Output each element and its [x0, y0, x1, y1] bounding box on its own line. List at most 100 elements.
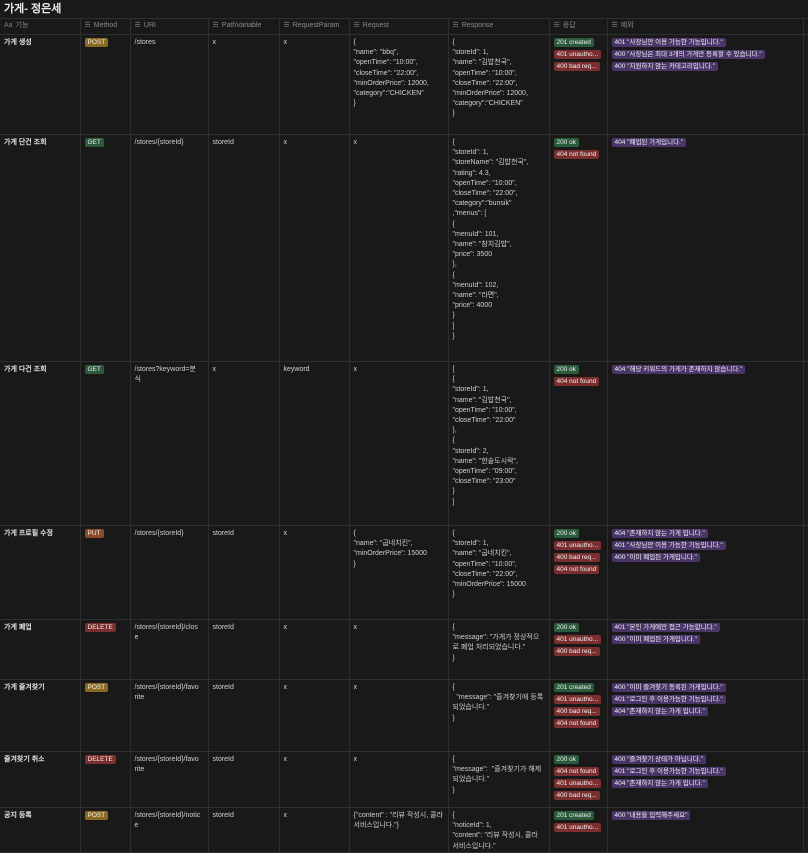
method-cell[interactable]: GET — [80, 135, 130, 362]
method-cell[interactable]: DELETE — [80, 752, 130, 808]
method-cell[interactable]: GET — [80, 362, 130, 526]
path-variable-cell[interactable]: storeId — [208, 808, 279, 853]
status-cell[interactable]: 201 created 401 unautho... — [549, 808, 607, 853]
uri-cell[interactable]: /stores?keyword=분 식 — [130, 362, 208, 526]
status-tag: 200 ok — [554, 138, 580, 147]
method-cell[interactable]: PUT — [80, 526, 130, 620]
uri-cell[interactable]: /stores/{storeId} — [130, 135, 208, 362]
uri-cell[interactable]: /stores — [130, 35, 208, 135]
uri-cell[interactable]: /stores/{storeId}/favo rite — [130, 680, 208, 752]
path-variable-cell[interactable]: storeId — [208, 680, 279, 752]
request-cell[interactable]: {"content" : "리뷰 작성시, 콜라 서비스입니다."} — [349, 808, 448, 853]
column-header[interactable]: ☰ URI — [130, 19, 208, 35]
feature-name-cell[interactable]: 가게 프로필 수정 — [0, 526, 80, 620]
exception-cell[interactable]: 404 "폐업된 가게입니다." — [607, 135, 803, 362]
path-variable-cell[interactable]: storeId — [208, 526, 279, 620]
status-cell[interactable]: 200 ok 404 not found 401 unautho... 400 bad… — [549, 752, 607, 808]
request-cell[interactable]: x — [349, 362, 448, 526]
method-tag: GET — [85, 138, 104, 147]
feature-name-cell[interactable]: 가게 단건 조회 — [0, 135, 80, 362]
exception-cell[interactable]: 400 "이미 즐겨찾기 등록된 가게입니다." 401 "로그인 후 이용가능한… — [607, 680, 803, 752]
response-cell[interactable]: { "message": "가게가 정상적으 로 폐업 처리되었습니다." } — [448, 620, 549, 680]
path-variable-cell[interactable]: storeId — [208, 752, 279, 808]
request-param-cell[interactable]: keyword — [279, 362, 349, 526]
column-header[interactable]: ☰ 예외 — [607, 19, 803, 35]
exception-cell[interactable]: 400 "내용을 입력해주세요" — [607, 808, 803, 853]
feature-name-cell[interactable]: 가게 다건 조회 — [0, 362, 80, 526]
response-cell[interactable]: { "noticeId": 1, "content": "리뷰 작성시, 콜라 … — [448, 808, 549, 853]
status-tag: 200 ok — [554, 365, 580, 374]
extra-cell — [803, 35, 808, 135]
response-cell[interactable]: { "message": "즐겨찾기에 등록 되었습니다." } — [448, 680, 549, 752]
table-row[interactable]: 가게 즐겨찾기 POST/stores/{storeId}/favo rite st… — [0, 680, 808, 752]
status-cell[interactable]: 200 ok 401 unautho... 400 bad req... — [549, 620, 607, 680]
method-cell[interactable]: DELETE — [80, 620, 130, 680]
request-cell[interactable]: { "name": "bbq", "openTime": "10:00", "c… — [349, 35, 448, 135]
table-row[interactable]: 가게 생성 POST/stores x x{ "name": "bbq", "open… — [0, 35, 808, 135]
response-cell[interactable]: { "storeId": 1, "name": "굽네치킨", "openTim… — [448, 526, 549, 620]
column-header[interactable]: ☰ RequestParam — [279, 19, 349, 35]
request-param-cell[interactable]: x — [279, 680, 349, 752]
path-variable-cell[interactable]: storeId — [208, 135, 279, 362]
column-type-icon: ☰ — [85, 22, 91, 29]
path-variable-cell[interactable]: x — [208, 362, 279, 526]
request-param-cell[interactable]: x — [279, 35, 349, 135]
request-param-cell[interactable]: x — [279, 526, 349, 620]
feature-name-cell[interactable]: 가게 즐겨찾기 — [0, 680, 80, 752]
uri-cell[interactable]: /stores/{storeId} — [130, 526, 208, 620]
column-type-icon: Aa — [4, 22, 13, 29]
exception-cell[interactable]: 401 "사장님만 이용 가능한 기능입니다." 400 "사장님은 최대 3개의… — [607, 35, 803, 135]
request-param-cell[interactable]: x — [279, 752, 349, 808]
response-cell[interactable]: [ { "storeId": 1, "name": "김밥천국", "openT… — [448, 362, 549, 526]
request-cell[interactable]: x — [349, 135, 448, 362]
column-header[interactable]: ☰ Method — [80, 19, 130, 35]
exception-cell[interactable]: 404 "해당 키워드의 가게가 존재하지 않습니다." — [607, 362, 803, 526]
exception-tag: 404 "존재하지 않는 가게 입니다." — [612, 707, 708, 716]
uri-cell[interactable]: /stores/{storeId}/clos e — [130, 620, 208, 680]
table-row[interactable]: 공지 등록 POST/stores/{storeId}/notic e storeI… — [0, 808, 808, 853]
request-param-cell[interactable]: x — [279, 808, 349, 853]
path-variable-cell[interactable]: x — [208, 35, 279, 135]
request-cell[interactable]: x — [349, 620, 448, 680]
status-tag: 201 created — [554, 683, 594, 692]
table-row[interactable]: 가게 폐업 DELETE/stores/{storeId}/clos e store… — [0, 620, 808, 680]
uri-cell[interactable]: /stores/{storeId}/favo rite — [130, 752, 208, 808]
exception-cell[interactable]: 401 "본인 가게에만 접근 가능합니다." 400 "이미 폐업된 가게입니다… — [607, 620, 803, 680]
method-cell[interactable]: POST — [80, 35, 130, 135]
status-cell[interactable]: 200 ok 404 not found — [549, 362, 607, 526]
uri-cell[interactable]: /stores/{storeId}/notic e — [130, 808, 208, 853]
column-header[interactable]: ☰ 응답 — [549, 19, 607, 35]
request-param-cell[interactable]: x — [279, 135, 349, 362]
column-header[interactable]: ☰ Request — [349, 19, 448, 35]
path-variable-cell[interactable]: storeId — [208, 620, 279, 680]
response-cell[interactable]: { "storeId": 1, "name": "김밥천국", "openTim… — [448, 35, 549, 135]
feature-name-cell[interactable]: 즐겨찾기 취소 — [0, 752, 80, 808]
feature-name-cell[interactable]: 공지 등록 — [0, 808, 80, 853]
table-row[interactable]: 가게 프로필 수정 PUT/stores/{storeId} storeId x{ "… — [0, 526, 808, 620]
table-row[interactable]: 가게 다건 조회 GET/stores?keyword=분 식 x keyword x[… — [0, 362, 808, 526]
status-cell[interactable]: 201 created 401 unautho... 400 bad req... 4… — [549, 680, 607, 752]
exception-tag: 404 "폐업된 가게입니다." — [612, 138, 687, 147]
column-header[interactable]: Aa 기능 — [0, 19, 80, 35]
request-cell[interactable]: x — [349, 752, 448, 808]
method-tag: DELETE — [85, 755, 116, 764]
exception-cell[interactable]: 400 "즐겨찾기 상태가 아닙니다." 401 "로그인 후 이용가능한 기능입… — [607, 752, 803, 808]
table-row[interactable]: 즐겨찾기 취소 DELETE/stores/{storeId}/favo rite… — [0, 752, 808, 808]
status-cell[interactable]: 200 ok 401 unautho... 400 bad req... 404 no… — [549, 526, 607, 620]
request-cell[interactable]: { "name": "굽네치킨", "minOrderPrice": 15000… — [349, 526, 448, 620]
method-cell[interactable]: POST — [80, 808, 130, 853]
exception-tag: 400 "이미 즐겨찾기 등록된 가게입니다." — [612, 683, 726, 692]
request-param-cell[interactable]: x — [279, 620, 349, 680]
status-cell[interactable]: 200 ok 404 not found — [549, 135, 607, 362]
column-header[interactable]: ☰ Response — [448, 19, 549, 35]
feature-name-cell[interactable]: 가게 생성 — [0, 35, 80, 135]
table-row[interactable]: 가게 단건 조회 GET/stores/{storeId} storeId x x{ "… — [0, 135, 808, 362]
column-header[interactable]: ☰ PathVariable — [208, 19, 279, 35]
method-cell[interactable]: POST — [80, 680, 130, 752]
request-cell[interactable]: x — [349, 680, 448, 752]
feature-name-cell[interactable]: 가게 폐업 — [0, 620, 80, 680]
exception-cell[interactable]: 404 "존재하지 않는 가게 입니다." 401 "사장님만 이용 가능한 기능… — [607, 526, 803, 620]
status-cell[interactable]: 201 created 401 unautho... 400 bad req... — [549, 35, 607, 135]
response-cell[interactable]: { "message": "즐겨찾기가 해제 되었습니다." } — [448, 752, 549, 808]
response-cell[interactable]: { "storeId": 1, "storeName": "김밥천국", "ra… — [448, 135, 549, 362]
